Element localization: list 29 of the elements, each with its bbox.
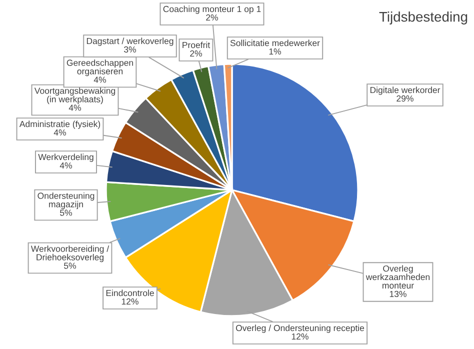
slice-label: Digitale werkorder [370,86,440,95]
data-label: 2% [190,50,202,57]
slice-label: Werkverdeling [38,154,94,162]
data-label: 4% [94,76,106,83]
slice-label: Sollicitatie medewerker [230,40,320,46]
slice-label: Overleg werkzaamheden monteur [366,265,430,289]
data-label: 13% [390,290,406,298]
data-label: 1% [269,48,282,55]
slice-label: Dagstart / werkoverleg [86,38,174,46]
data-label: 4% [60,162,72,169]
data-label: 4% [54,129,66,136]
data-label: 12% [122,298,138,305]
data-label: 12% [292,333,308,340]
chart-title: Tijdsbesteding [379,12,468,24]
slice-label: Administratie (fysiek) [19,120,100,129]
slice-label: Overleg / Ondersteuning receptie [236,324,364,333]
data-label: 4% [68,104,82,111]
slice-label: Werkvoorbereiding / Driehoeksoverleg [30,245,110,262]
data-label: 3% [124,46,136,53]
data-label: 2% [206,14,218,21]
slice-label: Voortgangsbewaking (in werkplaats) [34,87,116,104]
data-label: 5% [64,262,76,269]
data-label: 29% [396,95,414,102]
slice-label: Gereedschappen organiseren [66,59,133,76]
slice-label: Proefrit [182,42,210,48]
slice-label: Coaching monteur 1 op 1 [163,6,261,14]
data-label: 5% [60,210,72,216]
slice-label: Ondersteuning magazijn [38,192,94,210]
slice-label: Eindcontrole [106,290,154,296]
